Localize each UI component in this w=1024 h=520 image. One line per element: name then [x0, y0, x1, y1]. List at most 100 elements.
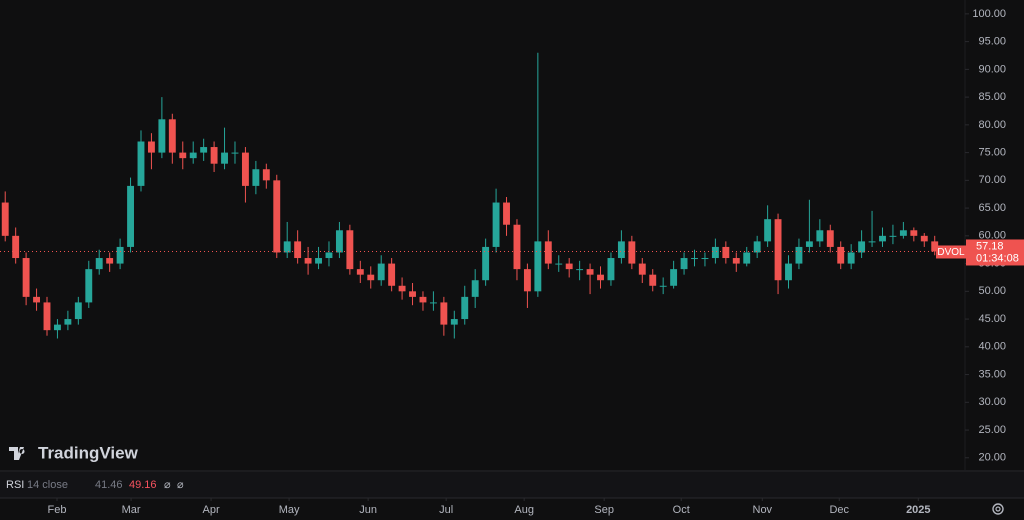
candle	[22, 252, 30, 306]
candle-body	[85, 269, 93, 303]
candle-body	[492, 202, 500, 247]
y-tick-label: 60.00	[978, 230, 1006, 242]
y-tick-label: 70.00	[978, 174, 1006, 186]
candle	[544, 230, 552, 270]
candle	[346, 224, 354, 275]
candle-body	[43, 302, 51, 331]
candle	[231, 141, 239, 164]
candle	[732, 252, 740, 272]
candle	[450, 310, 458, 339]
candle-body	[565, 263, 573, 270]
candle-body	[879, 235, 886, 242]
x-tick-label: Aug	[514, 504, 534, 516]
candle-body	[931, 241, 939, 252]
candle	[95, 249, 103, 275]
candle	[325, 241, 333, 267]
y-tick-label: 50.00	[978, 285, 1006, 297]
candle-body	[785, 263, 792, 281]
gear-hub	[995, 506, 1001, 512]
candle-body	[116, 246, 124, 264]
y-tick-label: 100.00	[972, 8, 1006, 20]
candle-body	[95, 258, 103, 270]
candle-body	[670, 269, 678, 286]
candle-body	[419, 296, 427, 303]
candle-body	[649, 274, 657, 286]
candle-body	[920, 235, 928, 242]
x-tick-label: Mar	[122, 504, 141, 516]
candle	[335, 221, 343, 259]
settings-icon[interactable]	[992, 503, 1004, 515]
candle-body	[137, 141, 145, 186]
candle	[586, 263, 594, 295]
candle	[53, 319, 61, 339]
candle-body	[858, 241, 866, 253]
candle	[555, 255, 563, 272]
candle	[889, 224, 897, 245]
candle-body	[398, 285, 406, 292]
candle	[273, 174, 281, 259]
candle	[210, 141, 218, 173]
candle-body	[33, 296, 40, 303]
indicator-value: 41.46	[95, 479, 123, 491]
candle	[429, 291, 437, 311]
candle	[722, 241, 730, 264]
candle-body	[231, 152, 239, 154]
candle-body	[482, 246, 490, 281]
candle-body	[168, 119, 176, 153]
candle	[158, 97, 166, 159]
y-tick-label: 85.00	[978, 91, 1006, 103]
candle-body	[826, 230, 834, 247]
candle	[659, 277, 667, 295]
candle-body	[283, 241, 291, 253]
candle	[701, 252, 709, 267]
candle-body	[711, 246, 719, 259]
candle-body	[659, 285, 667, 287]
candle-body	[388, 263, 396, 286]
candle-body	[262, 169, 270, 181]
candle	[137, 130, 145, 192]
indicator-pane	[0, 472, 1024, 498]
gear-ring	[992, 503, 1004, 515]
candle-body	[899, 230, 907, 236]
candle	[931, 235, 939, 256]
candle-body	[304, 258, 312, 264]
y-tick-label: 80.00	[978, 119, 1006, 131]
candle	[534, 52, 542, 297]
x-tick-label: Dec	[829, 504, 849, 516]
candle-body	[158, 119, 166, 153]
candle-body	[774, 219, 782, 281]
brand-logo: TradingView	[9, 443, 139, 462]
x-tick-label: 2025	[906, 504, 930, 516]
x-tick-label: Oct	[673, 504, 690, 516]
candle-body	[471, 280, 479, 297]
candle-body	[555, 263, 563, 265]
y-tick-label: 25.00	[978, 424, 1006, 436]
y-tick-label: 40.00	[978, 341, 1006, 353]
last-price-label: 57.18	[976, 240, 1004, 252]
candle-body	[294, 241, 302, 259]
candle	[398, 277, 406, 300]
price-tag	[966, 239, 1024, 266]
candle	[377, 255, 385, 286]
candle-body	[576, 269, 584, 271]
candle-body	[367, 274, 375, 281]
y-tick-label: 45.00	[978, 313, 1006, 325]
candle	[680, 252, 688, 275]
candle	[367, 266, 375, 289]
candle-body	[503, 202, 510, 225]
candle	[565, 258, 573, 278]
candle	[106, 252, 114, 272]
candle	[64, 310, 72, 331]
candle	[503, 196, 510, 236]
candle	[440, 296, 448, 336]
candle-body	[795, 246, 803, 264]
indicator-value: 49.16	[129, 479, 157, 491]
candle	[910, 227, 918, 242]
candle-body	[241, 152, 249, 186]
candle-body	[147, 141, 155, 153]
candle	[116, 238, 124, 270]
candle	[461, 285, 469, 325]
candle	[1, 191, 9, 242]
candle-body	[753, 241, 761, 253]
